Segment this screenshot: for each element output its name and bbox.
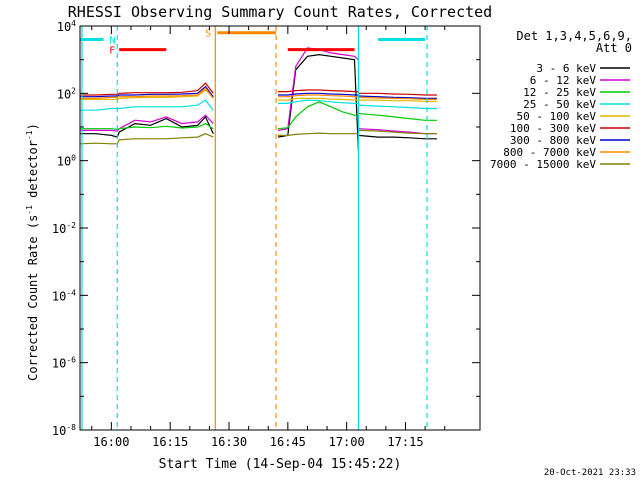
series-line-25-50-kev-seg1	[278, 99, 359, 105]
y-tick-label--2: 10-2	[52, 221, 76, 236]
series-line-50-100-kev-seg2	[358, 99, 437, 103]
y-tick-label--8: 10-8	[52, 423, 76, 438]
chart-title: RHESSI Observing Summary Count Rates, Co…	[68, 3, 492, 21]
series-line-3-6-kev-seg2	[358, 134, 437, 140]
y-axis-label-close: )	[26, 123, 40, 130]
y-axis-label-exp1: -1	[25, 205, 34, 215]
series-line-7000-15000-kev-seg0	[79, 133, 214, 145]
legend-label-4: 50 - 100 keV	[517, 110, 597, 123]
series-line-12-25-kev-seg2	[358, 112, 437, 121]
legend-label-6: 300 - 800 keV	[510, 134, 596, 147]
series-line-12-25-kev-seg0	[80, 122, 214, 131]
x-tick-label-1600: 16:00	[93, 435, 129, 449]
legend-label-3: 25 - 50 keV	[523, 98, 596, 111]
y-tick-label-4: 104	[57, 19, 76, 34]
series-line-50-100-kev-seg0	[80, 89, 214, 101]
series-line-800-7000-kev-seg0	[80, 87, 214, 100]
series-line-3-6-kev-seg1	[277, 53, 359, 151]
series-line-7000-15000-kev-seg1	[278, 132, 359, 136]
series-line-100-300-kev-seg0	[80, 82, 214, 96]
band-label-f: F	[109, 46, 115, 57]
y-axis-label-mid: detector	[26, 140, 40, 205]
series-line-300-800-kev-seg1	[278, 92, 359, 96]
y-tick-label-0: 100	[57, 154, 76, 169]
series-line-800-7000-kev-seg1	[278, 94, 359, 98]
y-axis-label-exp2: -1	[25, 130, 34, 140]
series-line-3-6-kev-seg0	[80, 115, 214, 138]
band-label-s: S	[205, 29, 211, 40]
x-tick-label-1700: 17:00	[329, 435, 365, 449]
series-line-100-300-kev-seg1	[278, 89, 359, 93]
x-tick-label-1630: 16:30	[211, 435, 247, 449]
series-line-300-800-kev-seg0	[80, 85, 214, 98]
y-tick-label--6: 10-6	[52, 356, 76, 371]
series-line-6-12-kev-seg0	[80, 114, 214, 132]
series-line-100-300-kev-seg2	[358, 92, 437, 96]
legend-label-7: 800 - 7000 keV	[503, 146, 596, 159]
y-tick-label-2: 102	[57, 86, 76, 101]
legend-label-1: 6 - 12 keV	[530, 74, 597, 87]
series-line-50-100-kev-seg1	[278, 97, 359, 101]
x-axis-label: Start Time (14-Sep-04 15:45:22)	[159, 457, 402, 472]
series-line-25-50-kev-seg0	[80, 99, 214, 111]
x-tick-label-1645: 16:45	[270, 435, 306, 449]
band-label-n: N	[110, 35, 116, 46]
legend-header-line2: Att 0	[596, 41, 632, 55]
legend-label-5: 100 - 300 keV	[510, 122, 596, 135]
legend-label-2: 12 - 25 keV	[523, 86, 596, 99]
plot-layer: NF S 104 102 100 10-2 10-4 10-6 10-8 16:00 16:15 16…	[52, 19, 481, 449]
legend-header-line1: Det 1,3,4,5,6,9,	[516, 29, 632, 43]
plot-frame	[79, 25, 481, 431]
y-axis-label-main: Corrected Count Rate (s	[26, 215, 40, 381]
footer-timestamp: 20-Oct-2021 23:33	[544, 468, 636, 478]
legend-label-0: 3 - 6 keV	[536, 62, 596, 75]
series-line-25-50-kev-seg2	[358, 104, 437, 110]
legend-label-8: 7000 - 15000 keV	[490, 158, 596, 171]
series-line-7000-15000-kev-seg2	[358, 129, 437, 135]
y-axis-label: Corrected Count Rate (s-1 detector-1)	[25, 123, 40, 381]
y-tick-label--4: 10-4	[52, 288, 76, 303]
x-tick-label-1615: 16:15	[152, 435, 188, 449]
x-tick-label-1715: 17:15	[387, 435, 423, 449]
series-line-12-25-kev-seg1	[277, 101, 359, 130]
